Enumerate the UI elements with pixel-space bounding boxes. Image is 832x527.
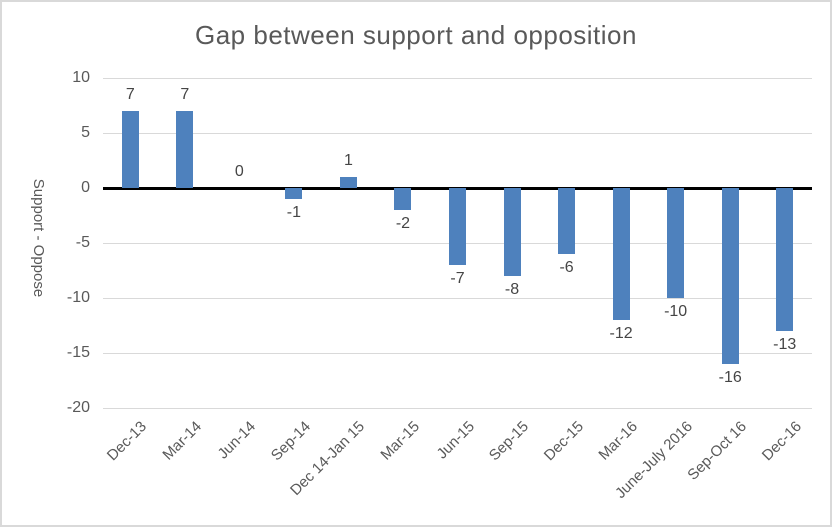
bar-value-label: 0 — [234, 163, 244, 180]
bar — [394, 188, 412, 210]
bar-value-label: -10 — [664, 303, 688, 320]
bar-value-label: -7 — [450, 270, 465, 287]
bar — [339, 177, 357, 188]
bar-value-label: -6 — [559, 259, 574, 276]
y-axis-tick-label: 5 — [81, 124, 90, 141]
gridline — [103, 298, 812, 299]
gridline — [103, 353, 812, 354]
gridline — [103, 408, 812, 409]
bar — [285, 188, 303, 199]
y-axis-tick-label: -5 — [75, 234, 90, 251]
bar-value-label: 7 — [180, 86, 190, 103]
bar — [503, 188, 521, 276]
y-axis-tick-label: -15 — [66, 344, 90, 361]
bar-value-label: -16 — [718, 369, 742, 386]
bar — [121, 111, 139, 188]
bar-value-label: 1 — [343, 152, 353, 169]
gridline — [103, 78, 812, 79]
bar-value-label: -1 — [286, 204, 301, 221]
bar — [176, 111, 194, 188]
bar — [449, 188, 466, 265]
bar — [667, 188, 685, 298]
bar-value-label: -13 — [773, 336, 797, 353]
bar — [721, 188, 739, 364]
bar-value-label: 7 — [125, 86, 135, 103]
chart-title: Gap between support and opposition — [195, 20, 637, 50]
bar-value-label: -2 — [395, 215, 411, 232]
y-axis-tick-label: 0 — [81, 179, 90, 196]
y-axis-tick-label: 10 — [72, 69, 90, 86]
y-axis-tick-label: -20 — [66, 399, 90, 416]
x-axis-tick-label: Dec-13 — [104, 418, 151, 465]
bar — [558, 188, 576, 254]
gridline — [103, 133, 812, 134]
y-axis-title: Support - Oppose — [30, 178, 47, 298]
bar-value-label: -8 — [504, 281, 520, 298]
bar-value-label: -12 — [609, 325, 633, 342]
y-axis-tick-label: -10 — [66, 289, 90, 306]
bar — [776, 188, 794, 331]
bar — [612, 188, 630, 320]
